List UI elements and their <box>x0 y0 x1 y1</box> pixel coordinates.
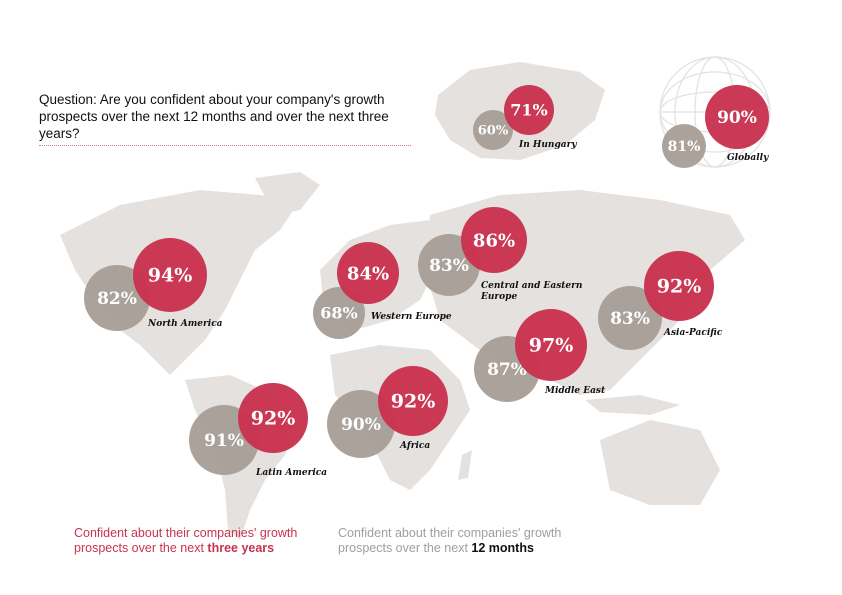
value-asia-pacific-12-months: 83% <box>610 309 650 329</box>
bubble-in-hungary-12-months <box>473 110 513 150</box>
bubble-north-america-3-years <box>133 238 207 312</box>
label-north-america: North America <box>147 319 223 329</box>
legend-twelve-months: Confident about their companies' growth … <box>338 526 578 556</box>
bubble-globally-12-months <box>662 124 706 168</box>
label-in-hungary: In Hungary <box>518 140 577 150</box>
value-middle-east-3-years: 97% <box>529 335 574 357</box>
greenland-shape <box>255 172 320 215</box>
value-latin-america-12-months: 91% <box>204 431 244 451</box>
bubble-globally-3-years <box>705 85 769 149</box>
value-globally-12-months: 81% <box>668 139 701 155</box>
label-africa: Africa <box>399 441 430 451</box>
label-western-europe: Western Europe <box>371 312 452 322</box>
value-africa-3-years: 92% <box>391 391 436 413</box>
label-middle-east: Middle East <box>544 386 606 396</box>
dotted-divider <box>39 145 411 146</box>
value-central-and-eastern-europe-12-months: 83% <box>429 256 469 276</box>
bubble-central-and-eastern-europe-3-years <box>461 207 527 273</box>
bubble-asia-pacific-12-months <box>598 286 662 350</box>
question-text: Question: Are you confident about your c… <box>39 92 389 141</box>
legend-three-years-text: Confident about their companies' growth … <box>74 526 298 555</box>
value-in-hungary-12-months: 60% <box>478 124 509 139</box>
value-in-hungary-3-years: 71% <box>510 101 547 120</box>
legend-twelve-months-text: Confident about their companies' growth … <box>338 526 562 555</box>
australia-shape <box>600 420 720 505</box>
bubble-asia-pacific-3-years <box>644 251 714 321</box>
value-western-europe-3-years: 84% <box>347 263 389 284</box>
bubble-africa-12-months <box>327 390 395 458</box>
value-central-and-eastern-europe-3-years: 86% <box>473 230 515 251</box>
value-north-america-3-years: 94% <box>148 265 193 287</box>
bubble-western-europe-3-years <box>337 242 399 304</box>
value-north-america-12-months: 82% <box>97 289 137 309</box>
bubble-north-america-12-months <box>84 265 150 331</box>
legend-three-years: Confident about their companies' growth … <box>74 526 314 556</box>
value-middle-east-12-months: 87% <box>487 360 527 380</box>
value-western-europe-12-months: 68% <box>320 304 357 323</box>
bubble-africa-3-years <box>378 366 448 436</box>
bubble-western-europe-12-months <box>313 287 365 339</box>
indonesia-shape <box>585 395 680 415</box>
bubbles: 60%71% In Hungary 81% 90% Globally 82% 94% Nort… <box>84 85 769 478</box>
bubble-in-hungary-3-years <box>504 85 554 135</box>
label-line: Europe <box>480 292 517 302</box>
value-globally-3-years: 90% <box>717 108 757 128</box>
legend-three-years-bold: three years <box>207 541 275 555</box>
value-africa-12-months: 90% <box>341 415 381 435</box>
label-latin-america: Latin America <box>255 468 327 478</box>
value-asia-pacific-3-years: 92% <box>657 276 702 298</box>
label-line: Central and Eastern <box>481 281 582 291</box>
label-asia-pacific: Asia-Pacific <box>663 328 723 338</box>
madagascar-shape <box>458 450 472 480</box>
label-globally: Globally <box>727 153 769 163</box>
bubble-middle-east-3-years <box>515 309 587 381</box>
label-central-and-eastern-europe: Central and Eastern Europe <box>480 281 582 302</box>
value-latin-america-3-years: 92% <box>251 408 296 430</box>
bubble-latin-america-3-years <box>238 383 308 453</box>
legend-twelve-months-bold: 12 months <box>471 541 534 555</box>
